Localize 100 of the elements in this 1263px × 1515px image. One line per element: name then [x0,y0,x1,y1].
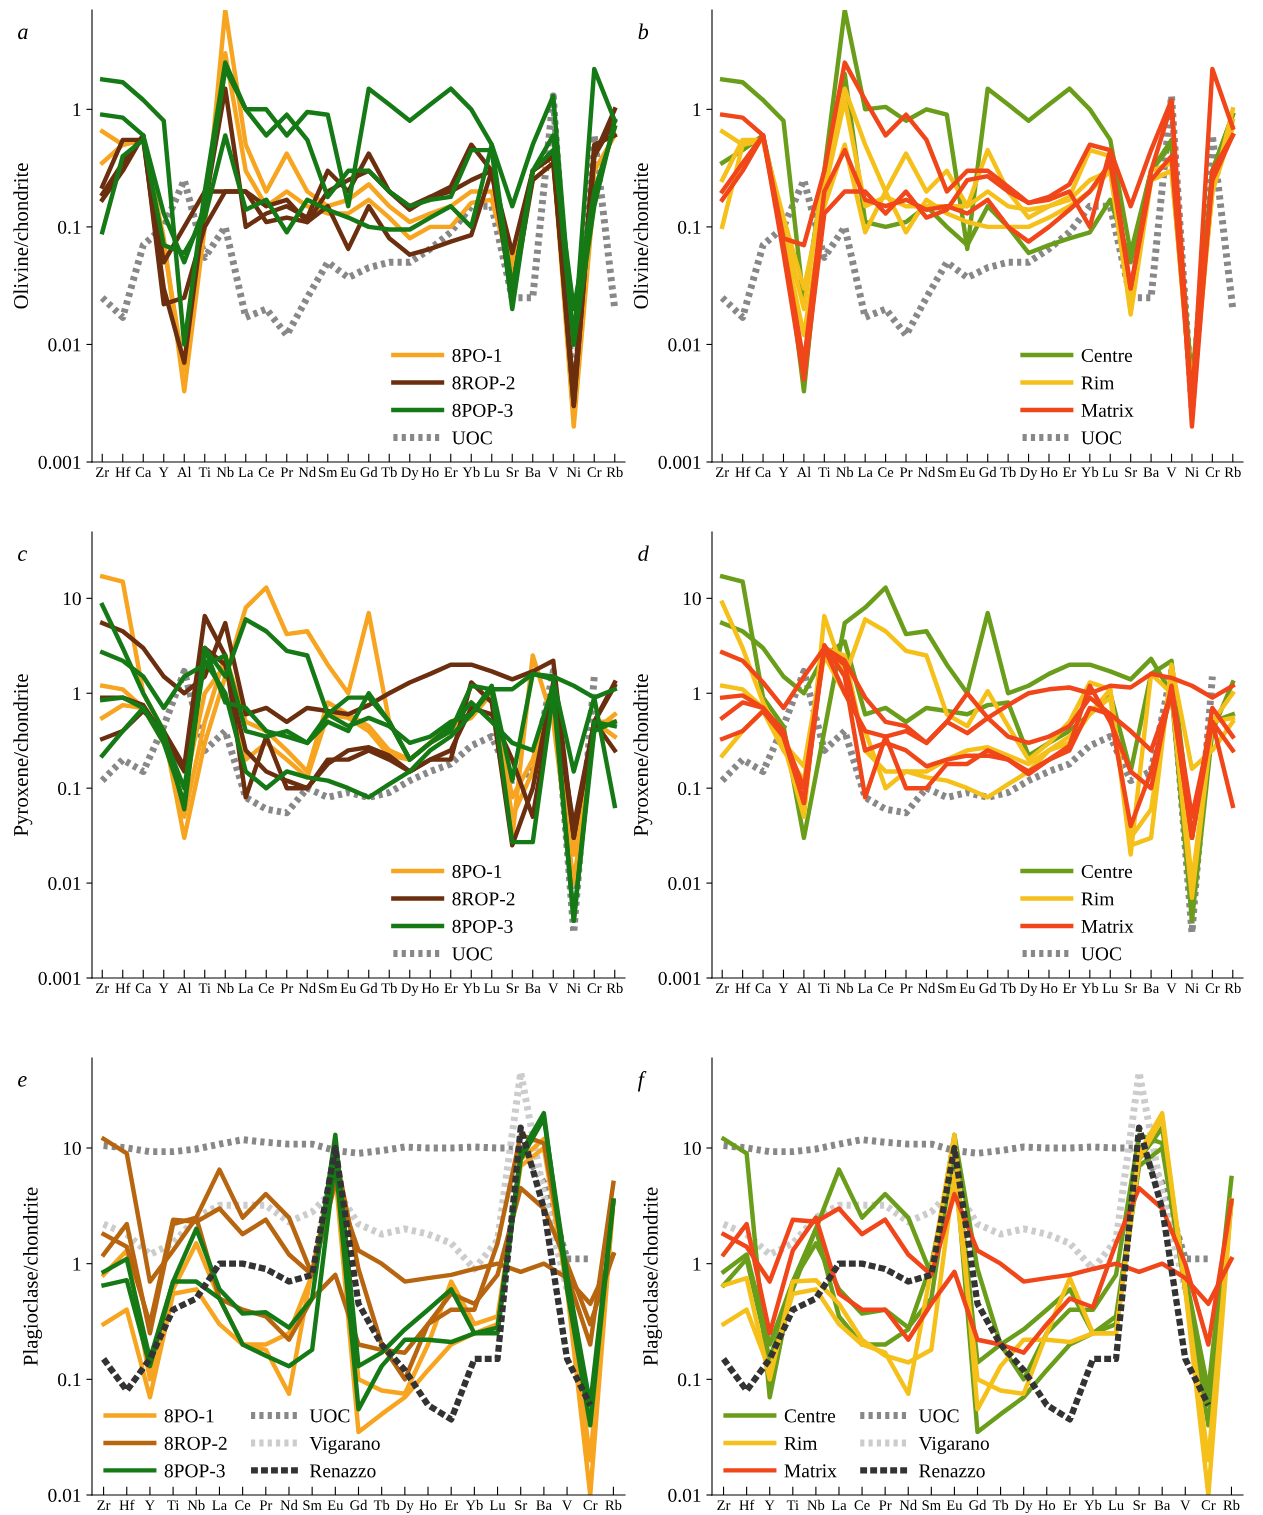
x-tick-label: Ce [878,467,894,478]
legend-label: 8PO-1 [164,1409,214,1423]
y-tick-label: 1 [73,103,81,117]
y-axis-title: Pyroxene/chondrite [13,674,33,836]
x-tick-label: La [212,1500,227,1511]
x-tick-label: Ti [818,983,831,993]
x-tick-label: La [238,983,254,994]
x-tick-label: Ni [1185,983,1199,993]
x-tick-label: Gd [350,1499,368,1511]
y-tick-label: 0.1 [678,781,701,796]
x-tick-label: Eu [959,983,976,994]
x-tick-label: Cr [587,983,602,994]
x-tick-label: Ti [198,467,211,477]
x-tick-label: V [1180,1500,1191,1511]
x-tick-label: V [1166,467,1177,478]
x-tick-label: Ti [198,983,211,993]
x-tick-label: Rb [1224,982,1241,994]
text: f [637,1071,647,1092]
x-tick-label: Sm [938,983,957,994]
x-tick-label: Lu [489,1500,506,1511]
x-tick-label: Ce [258,983,274,994]
x-tick-label: Y [158,983,169,993]
x-tick-label: Nb [836,466,854,478]
x-tick-label: Ni [1185,467,1199,477]
x-tick-label: Hf [739,1499,755,1510]
y-tick-label: 0.01 [668,1488,701,1503]
x-tick-label: Dy [401,983,419,997]
y-tick-label: 0.1 [58,781,81,796]
legend-label: Centre [784,1409,836,1423]
x-tick-label: Dy [401,467,419,481]
x-tick-label: Y [158,467,169,477]
y-tick-label: 0.1 [678,220,701,234]
x-tick-label: Cr [1201,1500,1216,1511]
x-tick-label: Ca [755,983,771,994]
x-tick-label: Sm [319,467,338,478]
x-tick-label: Ba [1143,467,1159,478]
legend-label: Matrix [1081,919,1134,933]
x-tick-label: Eu [340,467,357,478]
x-tick-label: Ho [1040,983,1058,994]
x-tick-label: Ce [854,1500,870,1511]
legend-label: Centre [1081,864,1133,879]
x-tick-label: Zr [716,467,729,477]
x-tick-label: Sr [1125,467,1138,478]
x-tick-label: Er [444,983,458,993]
x-tick-label: Sr [515,1500,528,1511]
x-tick-label: Hf [735,982,751,993]
x-tick-label: Tb [381,466,397,478]
x-tick-label: Eu [959,467,976,478]
legend-label: Matrix [784,1464,837,1478]
x-tick-label: Pr [899,467,913,477]
x-tick-label: Lu [1102,983,1119,994]
y-tick-label: 0.01 [48,876,81,891]
x-tick-label: Nb [187,1499,205,1511]
x-tick-label: Yb [465,1499,483,1511]
x-tick-label: Pr [280,467,294,477]
legend-label: Rim [1081,376,1115,390]
legend-label: 8POP-3 [452,403,513,417]
legend-label: Renazzo [309,1464,376,1478]
legend-label: 8ROP-2 [452,892,515,906]
x-tick-label: La [857,983,873,994]
x-tick-label: Dy [1020,467,1038,481]
y-tick-label: 0.1 [58,220,81,234]
y-axis-title: Olivine/chondrite [13,163,29,309]
x-tick-label: Al [796,982,811,993]
x-tick-label: Ca [755,467,771,478]
x-tick-label: Sr [1133,1500,1146,1511]
x-tick-label: Ho [421,983,439,994]
x-tick-label: Ce [878,983,894,994]
x-tick-label: La [831,1500,847,1511]
y-tick-label: 10 [63,592,81,606]
legend-label: UOC [309,1409,350,1423]
x-tick-label: La [238,467,254,478]
x-tick-label: Tb [1000,466,1016,478]
x-tick-label: Zr [97,1500,111,1510]
x-tick-label: Zr [96,983,109,993]
x-tick-label: Cr [1205,983,1220,994]
x-tick-label: Sr [506,467,519,478]
legend-label: Vigarano [309,1436,380,1454]
x-tick-label: Y [778,983,789,993]
x-tick-label: Cr [1205,467,1220,478]
x-tick-label: Eu [327,1500,344,1511]
y-tick-label: 10 [683,592,701,606]
x-tick-label: Lu [484,983,500,994]
x-tick-label: Ni [566,983,581,993]
y-axis-title: Plagioclase/chondrite [643,1187,662,1366]
x-tick-label: Nd [917,466,936,478]
x-tick-label: Pr [259,1500,273,1510]
x-tick-label: Lu [1108,1500,1124,1511]
x-tick-label: Zr [717,1500,731,1510]
x-tick-label: Ba [525,467,541,478]
y-tick-label: 1 [693,1257,701,1271]
legend-label: UOC [452,431,492,445]
text: c [18,550,28,562]
x-tick-label: Cr [583,1500,598,1511]
x-tick-label: Yb [1081,466,1099,478]
legend-label: Rim [1081,892,1115,906]
x-tick-label: Er [1063,1500,1077,1510]
y-tick-label: 0.001 [658,455,701,470]
y-tick-label: 10 [63,1141,81,1155]
x-tick-label: Y [144,1500,155,1510]
